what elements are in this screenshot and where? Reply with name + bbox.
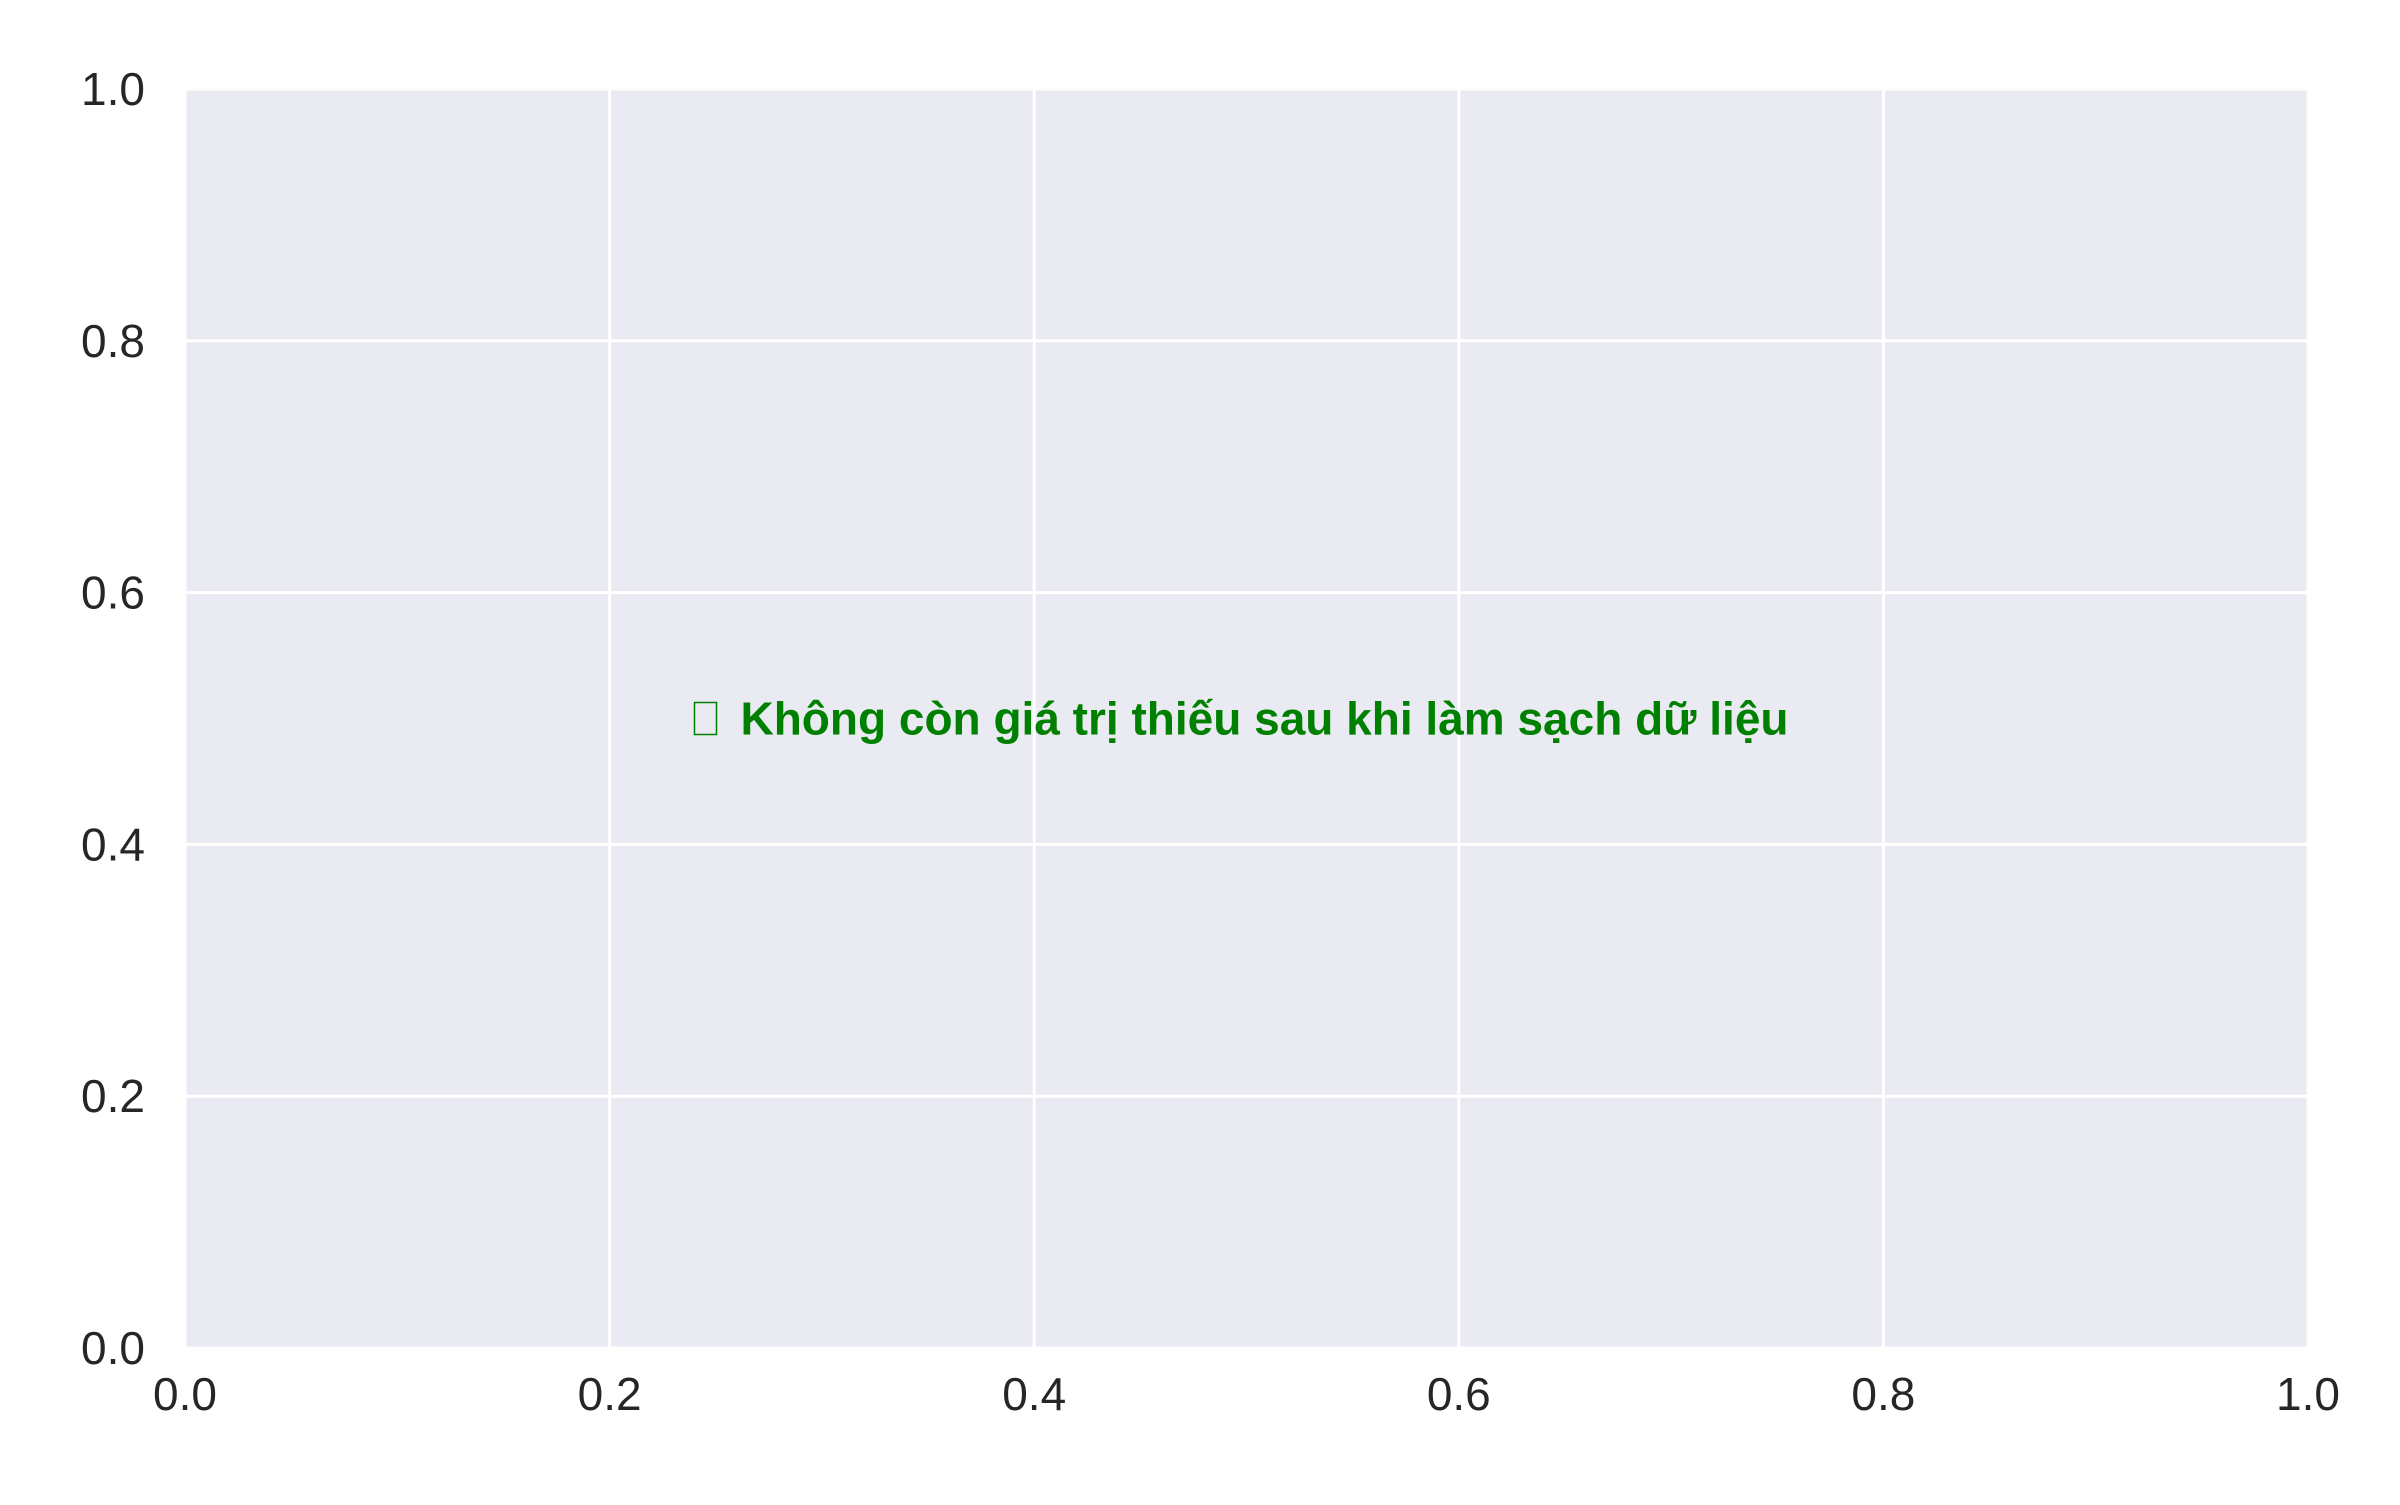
y-tick-label: 0.4 <box>81 818 145 870</box>
x-tick-label: 0.2 <box>578 1368 642 1420</box>
annotation-layer: Không còn giá trị thiếu sau khi làm sạch… <box>693 693 1789 745</box>
plot-area <box>185 89 2308 1348</box>
annotation-text: Không còn giá trị thiếu sau khi làm sạch… <box>740 693 1788 745</box>
x-tick-label: 0.0 <box>153 1368 217 1420</box>
tick-labels: 0.0 0.2 0.4 0.6 0.8 1.0 0.0 0.2 0.4 0.6 0.8 1.0 <box>81 63 2340 1420</box>
check-icon <box>693 701 718 736</box>
x-tick-label: 0.4 <box>1002 1368 1066 1420</box>
y-tick-label: 0.6 <box>81 567 145 619</box>
x-tick-label: 0.6 <box>1427 1368 1491 1420</box>
annotation: Không còn giá trị thiếu sau khi làm sạch… <box>693 693 1789 745</box>
y-tick-label: 0.8 <box>81 315 145 367</box>
grid-lines <box>183 87 2310 1350</box>
x-tick-label: 1.0 <box>2276 1368 2340 1420</box>
y-tick-label: 0.2 <box>81 1070 145 1122</box>
x-tick-label: 0.8 <box>1851 1368 1915 1420</box>
y-tick-label: 0.0 <box>81 1322 145 1374</box>
y-tick-label: 1.0 <box>81 63 145 115</box>
